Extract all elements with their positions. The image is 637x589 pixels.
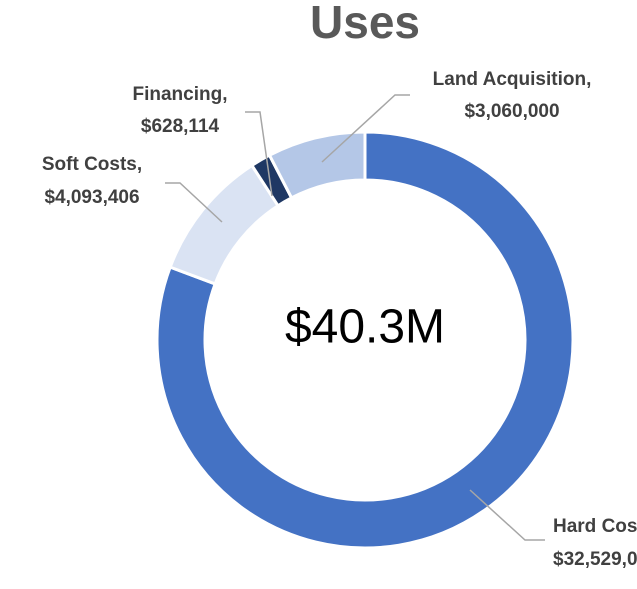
leader-line bbox=[321, 94, 410, 163]
slice-label: Hard Costs, bbox=[553, 516, 637, 537]
donut-slice bbox=[155, 130, 575, 550]
slice-name: Land Acquisition bbox=[433, 69, 586, 90]
chart-title: Uses bbox=[310, 0, 420, 48]
slice-label: Financing, bbox=[132, 84, 227, 105]
leader-line bbox=[165, 182, 223, 223]
slice-value: $3,060,000 bbox=[464, 101, 559, 122]
slice-name: Soft Costs bbox=[42, 154, 137, 175]
leader-line bbox=[469, 489, 545, 541]
leader-line bbox=[245, 111, 273, 197]
slice-label: Soft Costs, bbox=[42, 154, 142, 175]
slice-value: $628,114 bbox=[141, 116, 220, 137]
slice-value: $4,093,406 bbox=[44, 187, 139, 208]
separator: , bbox=[222, 84, 227, 105]
separator: , bbox=[586, 69, 591, 90]
slice-name: Hard Costs bbox=[553, 516, 637, 537]
separator: , bbox=[137, 154, 142, 175]
center-label: $40.3M bbox=[285, 301, 445, 354]
slice-value: $32,529,000 bbox=[553, 549, 637, 570]
slice-name: Financing bbox=[132, 84, 222, 105]
donut-slice bbox=[267, 130, 367, 200]
slice-label: Land Acquisition, bbox=[433, 69, 592, 90]
